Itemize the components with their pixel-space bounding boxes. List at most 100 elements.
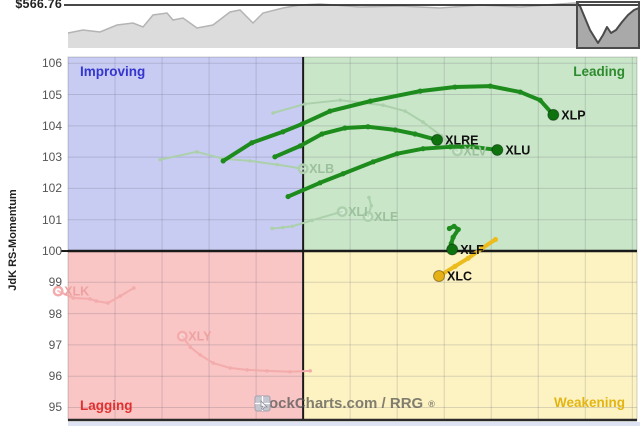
trail-dot-XLY [245,368,249,372]
trail-XLRE [272,124,440,159]
trail-dot-XLP [367,98,373,104]
quadrant-label-lagging: Lagging [80,398,133,413]
y-tick-label: 100 [41,244,62,259]
trail-dot-XLU [317,180,323,186]
trail-dot-XLY [188,345,193,349]
y-tick-label: 95 [48,400,62,415]
trail-dot-XLRE [342,125,348,131]
sector-label-XLE[interactable]: XLE [374,210,398,224]
y-tick-label: 106 [41,56,62,71]
trail-dot-XLV [338,98,343,102]
quadrant-leading-bg [303,57,637,252]
trail-dot-XLV [421,120,425,124]
trail-dot-XLC [465,255,471,261]
sector-label-XLF[interactable]: XLF [460,243,484,257]
trail-dot-XLK [71,296,75,300]
trail-dot-XLK [118,294,122,298]
sector-label-XLC[interactable]: XLC [447,270,472,284]
trail-dot-XLV [271,111,275,115]
trail-dot-XLP [487,83,493,89]
y-tick-label: 99 [48,275,62,290]
y-tick-label: 97 [48,337,62,352]
trail-dot-XLF [455,226,461,233]
y-tick-label: 101 [41,212,62,227]
head-XLP[interactable] [547,108,560,121]
trail-dot-XLE [367,195,371,200]
trail-dot-XLK [132,286,136,290]
trail-XLV [272,99,459,152]
trail-dot-XLP [327,108,333,114]
trail-dot-XLY [288,370,292,374]
trail-dot-XLP [537,97,543,103]
trail-dot-XLP [249,140,255,146]
trail-dot-XLK [88,297,92,301]
trail-dot-XLV [303,102,307,106]
stockcharts-icon [254,395,271,412]
head-XLF[interactable] [446,243,459,256]
trail-dot-XLY [265,369,269,373]
y-tick-label: 96 [48,369,62,384]
watermark-registered-mark: ® [428,398,435,409]
y-tick-label: 103 [41,150,62,165]
head-XLU[interactable] [491,143,504,156]
trail-dot-XLRE [412,131,418,137]
head-XLE[interactable] [362,211,374,222]
trail-dot-XLY [228,366,233,370]
trail-dot-XLK [106,301,110,305]
y-tick-label: 102 [41,181,62,196]
trail-dot-XLY [308,369,312,373]
quadrant-weakening-bg [303,251,637,420]
trail-dot-XLC [479,245,485,251]
head-XLI[interactable] [336,206,348,217]
y-axis-title: JdK RS-Momentum [7,189,19,291]
trail-dot-XLI [270,226,274,231]
trail-dot-XLE [369,203,374,208]
y-tick-label: 105 [41,87,62,102]
trail-dot-XLF [451,223,457,229]
trail-dot-XLP [299,121,305,127]
sector-label-XLRE[interactable]: XLRE [445,133,478,147]
trail-XLB [159,150,305,170]
trail-dot-XLRE [297,143,303,149]
watermark: StockCharts.com / RRG ® [254,395,435,412]
trail-XLP [221,84,556,163]
trail-dot-XLP [517,89,523,95]
trail-dot-XLU [394,151,400,157]
sector-label-XLU[interactable]: XLU [505,143,530,157]
trail-dot-XLB [248,159,252,163]
trail-dot-XLU [469,144,476,150]
sector-label-XLB[interactable]: XLB [309,162,334,176]
y-tick-label: 104 [41,118,62,133]
sector-label-XLI[interactable]: XLI [348,205,367,219]
watermark-text: StockCharts.com / RRG [254,395,424,412]
trail-dot-XLV [381,103,385,107]
head-XLK[interactable] [52,285,64,297]
trail-dot-XLY [211,361,216,365]
trail-dot-XLRE [319,131,325,137]
head-XLC[interactable] [433,270,446,283]
sector-label-XLP[interactable]: XLP [561,108,585,122]
trail-dot-XLU [420,146,426,152]
trail-dot-XLI [281,225,285,230]
trail-dot-XLI [310,218,314,223]
trail-dot-XLF [450,234,456,240]
trail-dot-XLU [447,144,453,150]
sector-label-XLK[interactable]: XLK [64,285,89,299]
head-XLB[interactable] [297,163,309,175]
trail-dot-XLI [290,224,295,229]
head-XLRE[interactable] [431,133,444,146]
sector-label-XLY[interactable]: XLY [188,330,212,344]
trail-dot-XLC [492,236,499,243]
trail-dot-XLRE [272,154,278,160]
trail-dot-XLF [446,225,452,232]
trail-dot-XLP [452,84,458,90]
head-XLY[interactable] [176,330,188,342]
trail-dot-XLK [94,299,99,303]
quadrant-label-weakening: Weakening [553,395,625,410]
sector-label-XLV[interactable]: XLV [463,144,487,158]
trail-dot-XLP [417,88,423,94]
y-tick-label: 98 [48,306,62,321]
trail-dot-XLRE [365,124,371,130]
